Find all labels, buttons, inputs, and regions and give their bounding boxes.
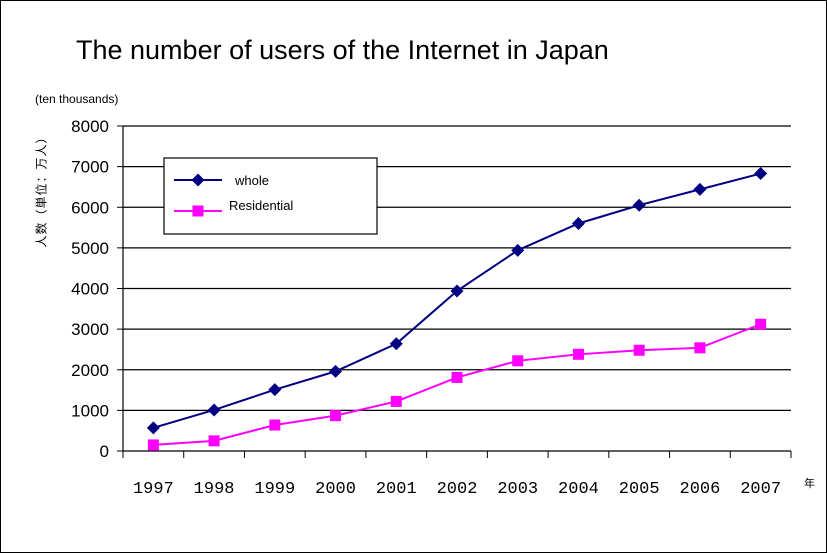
x-tick-label: 1999 xyxy=(254,480,295,499)
y-tick-label: 0 xyxy=(100,442,109,461)
data-point xyxy=(207,403,221,417)
axes xyxy=(117,125,792,458)
legend: whole Residential xyxy=(163,157,378,235)
series-whole xyxy=(146,167,768,435)
y-tick-label: 7000 xyxy=(71,158,109,177)
x-tick-label: 2000 xyxy=(315,480,356,499)
data-point xyxy=(633,344,645,356)
data-point xyxy=(693,182,707,196)
y-axis-label: 人数（単位：万人） xyxy=(34,130,49,248)
data-point xyxy=(572,348,584,360)
chart-title: The number of users of the Internet in J… xyxy=(76,35,609,65)
x-axis-label: 年 xyxy=(804,478,815,490)
y-tick-label: 8000 xyxy=(71,117,109,136)
y-tick-label: 5000 xyxy=(71,239,109,258)
data-point xyxy=(208,435,220,447)
data-point xyxy=(268,383,282,397)
x-tick-label: 2003 xyxy=(497,480,538,499)
y-tick-label: 6000 xyxy=(71,198,109,217)
x-tick-label: 2007 xyxy=(740,480,781,499)
legend-marker xyxy=(191,173,205,187)
data-point xyxy=(754,167,768,181)
series xyxy=(146,167,768,451)
data-point xyxy=(390,395,402,407)
data-point xyxy=(512,355,524,367)
data-point xyxy=(571,217,585,230)
legend-marker xyxy=(192,205,204,217)
data-point xyxy=(269,419,281,431)
data-point xyxy=(146,421,160,435)
series-line xyxy=(153,323,761,446)
legend-box xyxy=(163,157,378,235)
x-tick-label: 2004 xyxy=(558,480,599,499)
y-tick-label: 4000 xyxy=(71,280,109,299)
data-point xyxy=(632,198,646,212)
data-point xyxy=(755,318,767,330)
data-point xyxy=(450,284,464,298)
data-point xyxy=(330,410,342,422)
data-point xyxy=(147,439,159,451)
data-point xyxy=(329,364,343,378)
x-tick-labels: 1997 1998 1999 2000 2001 2002 2003 2004 2005 2006… xyxy=(133,480,781,499)
y-tick-labels: 0 1000 2000 3000 4000 5000 6000 7000 8000 xyxy=(71,117,109,461)
x-tick-label: 2002 xyxy=(437,480,478,499)
x-tick-label: 1997 xyxy=(133,480,174,499)
data-point xyxy=(694,342,706,354)
y-tick-label: 1000 xyxy=(71,401,109,420)
data-point xyxy=(511,243,525,257)
y-tick-label: 3000 xyxy=(71,320,109,339)
data-point xyxy=(389,337,403,351)
x-tick-label: 1998 xyxy=(194,480,235,499)
x-tick-label: 2006 xyxy=(680,480,721,499)
data-point xyxy=(451,371,463,383)
unit-label: (ten thousands) xyxy=(35,92,119,106)
x-tick-label: 2005 xyxy=(619,480,660,499)
series-residential xyxy=(147,318,767,451)
x-tick-label: 2001 xyxy=(376,480,417,499)
legend-label: Residential xyxy=(229,198,293,213)
legend-label: whole xyxy=(234,173,269,188)
y-tick-label: 2000 xyxy=(71,361,109,380)
